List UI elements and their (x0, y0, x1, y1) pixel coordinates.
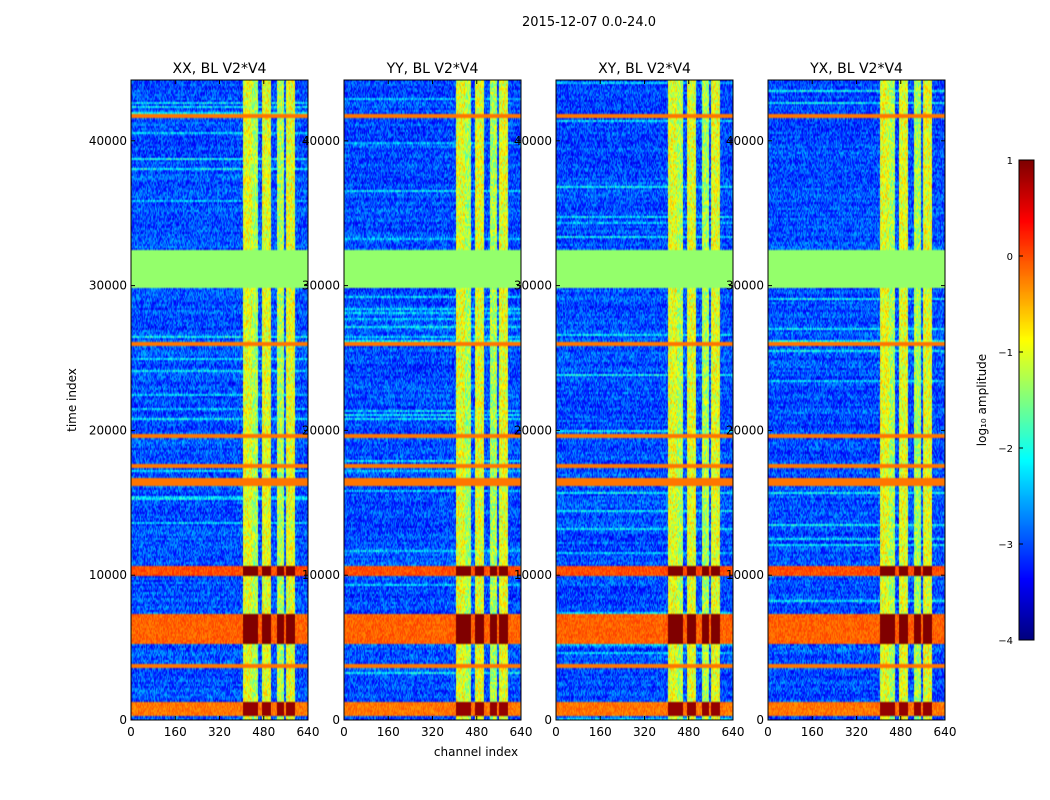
y-tick-label: 0 (332, 713, 340, 727)
y-tick-label: 10000 (89, 568, 127, 582)
panel-title: YX, BL V2*V4 (809, 61, 903, 77)
colorbar-tick-label: −3 (998, 540, 1013, 551)
x-tick-label: 0 (340, 725, 348, 739)
panel-title: XX, BL V2*V4 (173, 61, 267, 77)
y-tick-label: 20000 (89, 423, 127, 437)
colorbar-tick-label: 0 (1007, 252, 1013, 263)
x-tick-label: 480 (677, 725, 700, 739)
x-axis-label: channel index (434, 745, 518, 759)
y-tick-label: 0 (756, 713, 764, 727)
panel-3: XY, BL V2*V4 0 160 320 480 640 0 10000 20000 3000… (514, 61, 745, 739)
x-tick-label: 640 (297, 725, 320, 739)
y-tick-label: 40000 (302, 134, 340, 148)
y-tick-label: 30000 (302, 279, 340, 293)
x-tick-label: 320 (421, 725, 444, 739)
heatmap-image (768, 80, 945, 720)
x-tick-label: 640 (510, 725, 533, 739)
x-tick-label: 320 (845, 725, 868, 739)
colorbar-tick-label: −4 (998, 636, 1013, 647)
x-tick-label: 480 (465, 725, 488, 739)
panel-2: YY, BL V2*V4 0 160 320 480 640 0 10000 20000 3000… (302, 61, 533, 739)
y-tick-label: 30000 (726, 279, 764, 293)
y-tick-label: 10000 (726, 568, 764, 582)
panel-title: YY, BL V2*V4 (386, 61, 479, 77)
panel-1: XX, BL V2*V4 0 160 320 480 640 0 10000 20000 3000… (89, 61, 320, 739)
y-tick-label: 0 (119, 713, 127, 727)
x-tick-label: 640 (722, 725, 745, 739)
x-tick-label: 0 (552, 725, 560, 739)
y-tick-label: 40000 (726, 134, 764, 148)
panel-title: XY, BL V2*V4 (598, 61, 691, 77)
colorbar-gradient (1019, 160, 1034, 640)
x-tick-label: 480 (252, 725, 275, 739)
y-tick-label: 0 (544, 713, 552, 727)
panel-4: YX, BL V2*V4 0 160 320 480 640 0 10000 20000 3000… (726, 61, 957, 739)
x-tick-label: 320 (633, 725, 656, 739)
colorbar-tick-label: 1 (1007, 156, 1013, 167)
x-tick-label: 160 (589, 725, 612, 739)
x-tick-label: 160 (164, 725, 187, 739)
x-tick-label: 0 (127, 725, 135, 739)
colorbar-tick-label: −2 (998, 444, 1013, 455)
heatmap-image (131, 80, 308, 720)
y-tick-label: 40000 (89, 134, 127, 148)
y-tick-label: 20000 (514, 423, 552, 437)
panels-group: XX, BL V2*V4 0 160 320 480 640 0 10000 20000 3000… (89, 61, 957, 739)
y-tick-label: 20000 (726, 423, 764, 437)
colorbar-frame (1018, 159, 1035, 641)
x-tick-label: 160 (801, 725, 824, 739)
x-tick-label: 480 (889, 725, 912, 739)
x-tick-label: 0 (764, 725, 772, 739)
x-tick-label: 160 (377, 725, 400, 739)
y-tick-label: 30000 (514, 279, 552, 293)
y-tick-label: 30000 (89, 279, 127, 293)
y-tick-label: 20000 (302, 423, 340, 437)
y-axis-label: time index (65, 368, 79, 432)
y-tick-label: 40000 (514, 134, 552, 148)
x-tick-label: 320 (208, 725, 231, 739)
colorbar: −4 −3 −2 −1 0 1 (998, 156, 1035, 647)
figure-title: 2015-12-07 0.0-24.0 (522, 15, 656, 30)
heatmap-image (556, 80, 733, 720)
colorbar-label: log₁₀ amplitude (975, 354, 989, 446)
y-tick-label: 10000 (514, 568, 552, 582)
y-tick-label: 10000 (302, 568, 340, 582)
heatmap-image (344, 80, 521, 720)
colorbar-tick-label: −1 (998, 348, 1013, 359)
x-tick-label: 640 (934, 725, 957, 739)
